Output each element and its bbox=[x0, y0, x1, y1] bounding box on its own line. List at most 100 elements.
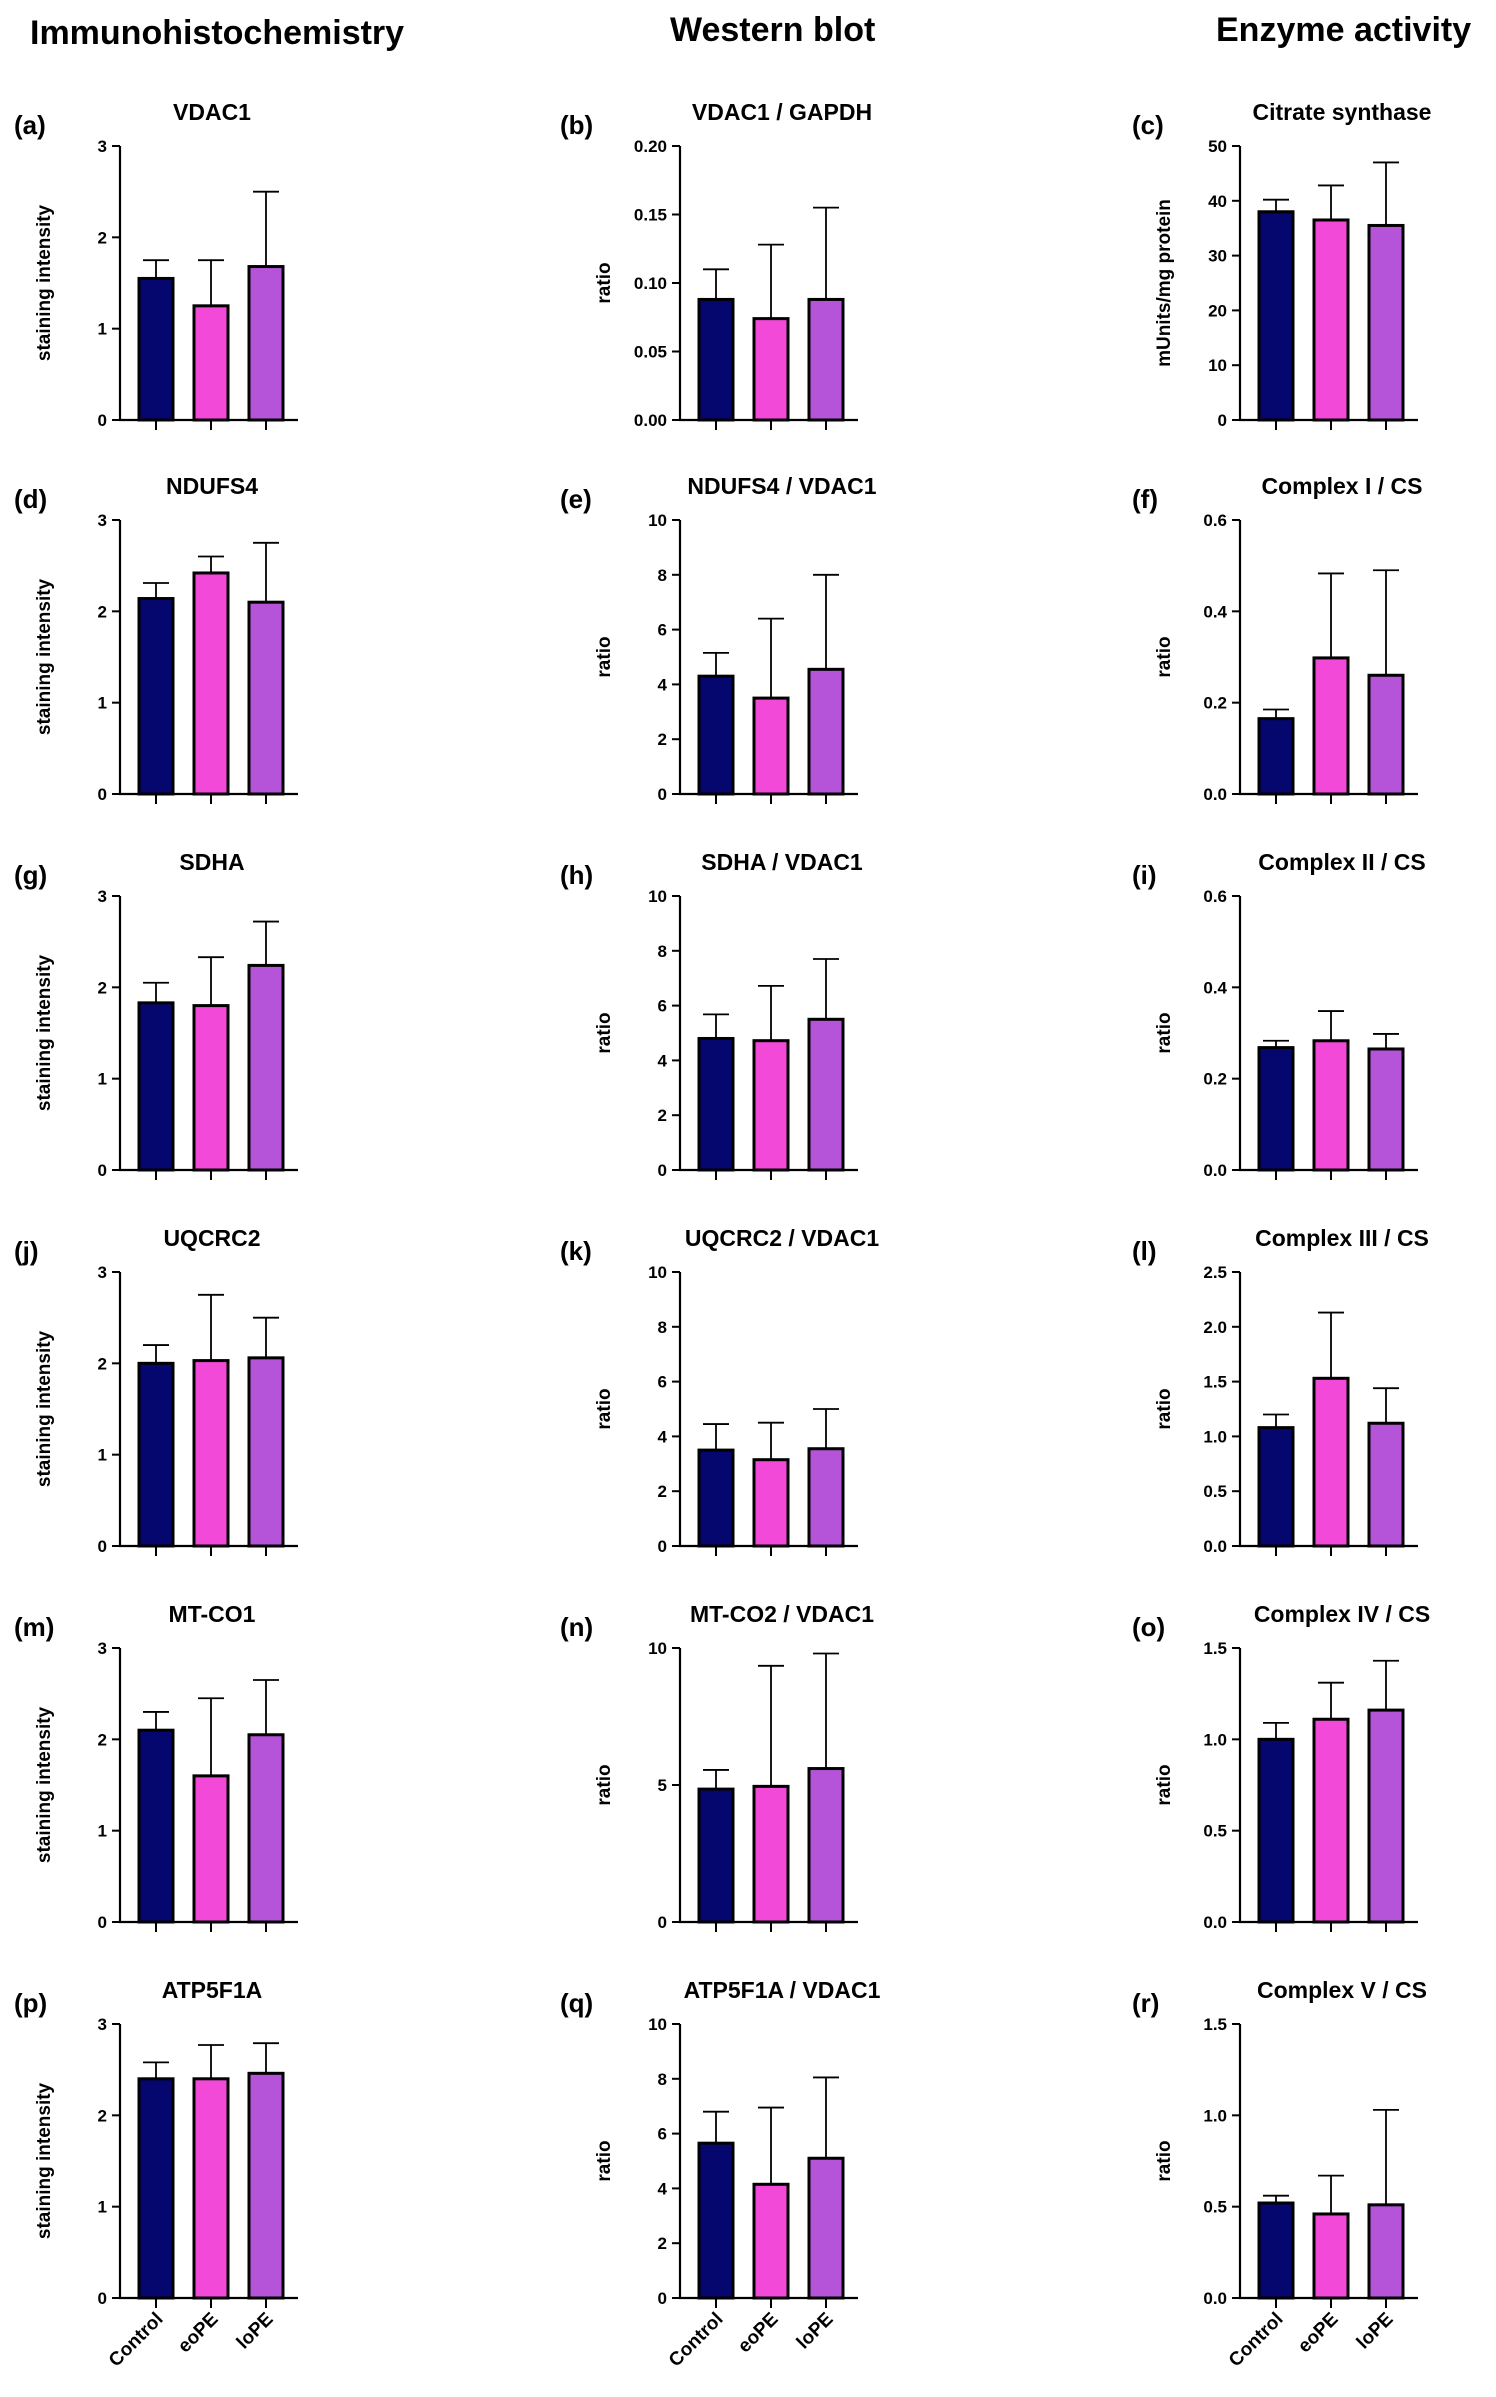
y-tick-label: 0 bbox=[658, 1537, 667, 1556]
bar-control bbox=[137, 276, 175, 422]
y-tick-label: 0 bbox=[658, 2289, 667, 2308]
y-tick-label: 2 bbox=[98, 978, 107, 997]
y-axis-label: ratio bbox=[1154, 1388, 1175, 1429]
panel-l: (l) Complex III / CS ratio 0.0 0.5 1.0 1.5 2.0 2… bbox=[1132, 1225, 1429, 1556]
x-tick-label: loPE bbox=[233, 2309, 278, 2354]
y-tick-label: 0.4 bbox=[1203, 978, 1227, 997]
y-axis-label: staining intensity bbox=[34, 204, 55, 361]
y-tick-label: 4 bbox=[658, 2179, 668, 2198]
y-tick-label: 4 bbox=[658, 1427, 668, 1446]
y-tick-label: 8 bbox=[658, 566, 667, 585]
bar-lope bbox=[807, 667, 845, 796]
y-tick-label: 0.0 bbox=[1203, 1537, 1227, 1556]
y-tick-label: 0 bbox=[658, 1913, 667, 1932]
y-tick-label: 1.5 bbox=[1203, 1639, 1227, 1658]
y-tick-label: 0 bbox=[658, 785, 667, 804]
bar-control bbox=[1257, 210, 1295, 422]
y-tick-label: 3 bbox=[98, 137, 107, 156]
bar-lope bbox=[1367, 2203, 1405, 2300]
y-tick-label: 0 bbox=[98, 411, 107, 430]
y-tick-label: 2 bbox=[658, 730, 667, 749]
y-tick-label: 0.2 bbox=[1203, 1070, 1227, 1089]
y-tick-label: 20 bbox=[1208, 301, 1227, 320]
y-tick-label: 40 bbox=[1208, 192, 1227, 211]
bar-lope bbox=[1367, 673, 1405, 796]
panel-label: (g) bbox=[14, 860, 47, 890]
panel-a: (a) VDAC1 staining intensity 0 1 2 3 bbox=[14, 99, 298, 430]
y-tick-label: 1.5 bbox=[1203, 1373, 1227, 1392]
panel-title: VDAC1 bbox=[173, 99, 251, 125]
bar-control bbox=[697, 1036, 735, 1172]
bar-eope bbox=[1312, 1717, 1350, 1924]
y-tick-label: 8 bbox=[658, 1318, 667, 1337]
panel-label: (n) bbox=[560, 1612, 593, 1642]
y-tick-label: 0 bbox=[98, 785, 107, 804]
y-tick-label: 5 bbox=[658, 1776, 667, 1795]
y-tick-label: 0 bbox=[658, 1161, 667, 1180]
y-tick-label: 0.0 bbox=[1203, 1161, 1227, 1180]
y-tick-label: 0.6 bbox=[1203, 511, 1227, 530]
bar-control bbox=[1257, 2201, 1295, 2300]
y-tick-label: 2.5 bbox=[1203, 1263, 1227, 1282]
panel-label: (p) bbox=[14, 1988, 47, 2018]
panel-label: (r) bbox=[1132, 1988, 1159, 2018]
panel-d: (d) NDUFS4 staining intensity 0 1 2 3 bbox=[14, 473, 298, 804]
column-header-immunohistochemistry: Immunohistochemistry bbox=[30, 14, 404, 52]
bar-control bbox=[697, 297, 735, 422]
y-tick-label: 1.0 bbox=[1203, 1427, 1227, 1446]
bar-eope bbox=[752, 317, 790, 422]
y-tick-label: 2 bbox=[658, 1482, 667, 1501]
y-tick-label: 4 bbox=[658, 1051, 668, 1070]
y-tick-label: 2 bbox=[98, 602, 107, 621]
panel-title: SDHA bbox=[179, 849, 244, 875]
x-tick-label: loPE bbox=[1353, 2309, 1398, 2354]
panel-label: (q) bbox=[560, 1988, 593, 2018]
y-tick-label: 1.0 bbox=[1203, 1730, 1227, 1749]
y-tick-label: 10 bbox=[1208, 356, 1227, 375]
panel-label: (k) bbox=[560, 1236, 592, 1266]
y-axis-label: ratio bbox=[1154, 636, 1175, 677]
panel-m: (m) MT-CO1 staining intensity 0 1 2 3 bbox=[14, 1601, 298, 1932]
bar-lope bbox=[1367, 1047, 1405, 1172]
panel-label: (l) bbox=[1132, 1236, 1157, 1266]
panel-label: (h) bbox=[560, 860, 593, 890]
y-tick-label: 0.2 bbox=[1203, 694, 1227, 713]
y-tick-label: 6 bbox=[658, 1373, 667, 1392]
y-axis-label: staining intensity bbox=[34, 578, 55, 735]
bar-eope bbox=[192, 571, 230, 796]
y-tick-label: 0.00 bbox=[634, 411, 667, 430]
panel-p: (p) ATP5F1A staining intensity 0 1 2 3 Control e… bbox=[14, 1977, 298, 2371]
y-tick-label: 10 bbox=[648, 1263, 667, 1282]
y-tick-label: 6 bbox=[658, 997, 667, 1016]
bar-eope bbox=[1312, 218, 1350, 422]
y-tick-label: 6 bbox=[658, 621, 667, 640]
panel-label: (e) bbox=[560, 484, 592, 514]
y-tick-label: 1 bbox=[98, 2198, 107, 2217]
y-tick-label: 10 bbox=[648, 511, 667, 530]
panel-label: (f) bbox=[1132, 484, 1158, 514]
y-tick-label: 8 bbox=[658, 942, 667, 961]
panel-title: Complex I / CS bbox=[1261, 473, 1422, 499]
panel-title: Complex IV / CS bbox=[1254, 1601, 1430, 1627]
panel-title: NDUFS4 bbox=[166, 473, 258, 499]
y-tick-label: 50 bbox=[1208, 137, 1227, 156]
y-tick-label: 3 bbox=[98, 887, 107, 906]
y-tick-label: 2 bbox=[98, 1730, 107, 1749]
y-tick-label: 0.5 bbox=[1203, 1822, 1227, 1841]
y-axis-label: ratio bbox=[594, 1764, 615, 1805]
y-tick-label: 0.5 bbox=[1203, 1482, 1227, 1501]
bar-eope bbox=[192, 1004, 230, 1172]
column-header-enzyme-activity: Enzyme activity bbox=[1216, 11, 1471, 49]
panel-title: Citrate synthase bbox=[1253, 99, 1432, 125]
bar-lope bbox=[807, 1447, 845, 1548]
y-tick-label: 2.0 bbox=[1203, 1318, 1227, 1337]
y-tick-label: 8 bbox=[658, 2070, 667, 2089]
bar-eope bbox=[752, 1039, 790, 1172]
panel-f: (f) Complex I / CS ratio 0.0 0.2 0.4 0.6 bbox=[1132, 473, 1423, 804]
panel-label: (d) bbox=[14, 484, 47, 514]
y-tick-label: 10 bbox=[648, 1639, 667, 1658]
x-tick-label: eoPE bbox=[174, 2309, 222, 2357]
panel-j: (j) UQCRC2 staining intensity 0 1 2 3 bbox=[14, 1225, 298, 1556]
panel-r: (r) Complex V / CS ratio 0.0 0.5 1.0 1.5 Contro… bbox=[1132, 1977, 1427, 2371]
x-tick-label: Control bbox=[665, 2309, 728, 2372]
